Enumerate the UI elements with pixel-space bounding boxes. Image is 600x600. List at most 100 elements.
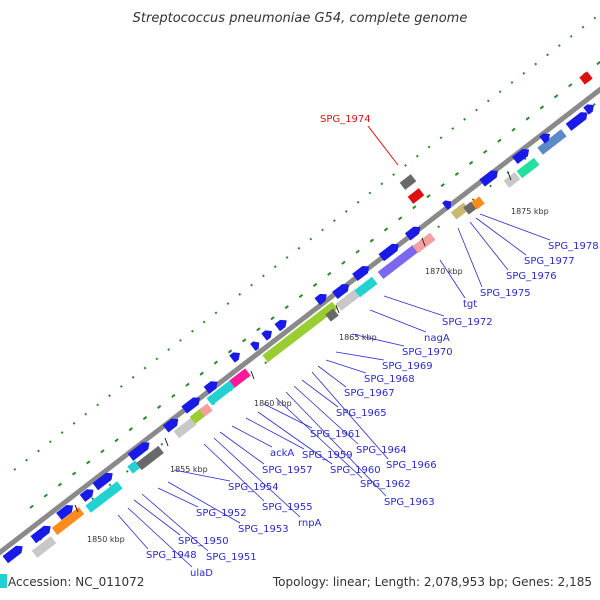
gene-feature[interactable] xyxy=(378,241,402,262)
gene-feature[interactable] xyxy=(442,198,454,211)
gene-shape[interactable] xyxy=(537,129,567,155)
gene-label[interactable]: SPG_1959 xyxy=(302,450,353,461)
gene-shape[interactable] xyxy=(539,130,552,144)
gene-label[interactable]: ackA xyxy=(270,448,294,459)
gene-feature[interactable] xyxy=(404,224,423,241)
gene-shape[interactable] xyxy=(332,281,352,300)
gene-feature[interactable] xyxy=(377,245,419,279)
gene-shape[interactable] xyxy=(512,146,532,165)
gene-feature[interactable] xyxy=(274,317,290,332)
gene-shape[interactable] xyxy=(127,439,153,461)
gene-shape[interactable] xyxy=(51,507,85,535)
gene-label[interactable]: SPG_1963 xyxy=(384,497,435,508)
gene-label[interactable]: SPG_1976 xyxy=(506,271,557,282)
gene-feature[interactable] xyxy=(262,301,338,363)
gene-shape[interactable] xyxy=(92,470,116,491)
gene-feature[interactable] xyxy=(479,167,500,187)
gene-feature[interactable] xyxy=(516,157,540,179)
gene-shape[interactable] xyxy=(173,417,197,439)
gene-label[interactable]: SPG_1955 xyxy=(262,502,313,513)
gene-shape[interactable] xyxy=(199,403,213,417)
gene-shape[interactable] xyxy=(274,317,290,332)
gene-shape[interactable] xyxy=(503,172,521,188)
gene-label[interactable]: SPG_1960 xyxy=(330,465,381,476)
gene-feature[interactable] xyxy=(31,536,57,558)
gene-feature[interactable] xyxy=(503,172,521,188)
gene-feature[interactable] xyxy=(30,523,54,544)
gene-label[interactable]: ulaD xyxy=(190,568,213,579)
gene-feature[interactable] xyxy=(127,439,153,461)
gene-feature[interactable] xyxy=(579,71,593,85)
gene-feature[interactable] xyxy=(261,327,274,341)
gene-shape[interactable] xyxy=(399,174,417,190)
gene-label[interactable]: SPG_1968 xyxy=(364,374,415,385)
gene-label[interactable]: SPG_1953 xyxy=(238,524,289,535)
gene-shape[interactable] xyxy=(407,188,425,204)
gene-label[interactable]: SPG_1950 xyxy=(178,536,229,547)
gene-shape[interactable] xyxy=(229,368,251,388)
gene-label[interactable]: SPG_1970 xyxy=(402,347,453,358)
gene-feature[interactable] xyxy=(173,417,197,439)
gene-feature[interactable] xyxy=(92,470,116,491)
gene-feature[interactable] xyxy=(332,281,352,300)
gene-feature[interactable] xyxy=(583,101,596,115)
gene-shape[interactable] xyxy=(162,416,181,433)
gene-feature[interactable] xyxy=(314,291,330,306)
gene-shape[interactable] xyxy=(579,71,593,85)
gene-feature[interactable] xyxy=(250,339,262,352)
gene-feature[interactable] xyxy=(136,445,164,471)
gene-track[interactable] xyxy=(2,71,597,564)
gene-label[interactable]: SPG_1952 xyxy=(196,508,247,519)
gene-label[interactable]: SPG_1977 xyxy=(524,256,575,267)
gene-label[interactable]: SPG_1969 xyxy=(382,361,433,372)
gene-feature[interactable] xyxy=(407,188,425,204)
gene-shape[interactable] xyxy=(442,198,454,211)
gene-shape[interactable] xyxy=(583,101,596,115)
gene-shape[interactable] xyxy=(479,167,500,187)
gene-label[interactable]: SPG_1965 xyxy=(336,408,387,419)
gene-label[interactable]: nagA xyxy=(424,333,450,344)
gene-feature[interactable] xyxy=(56,502,76,521)
gene-shape[interactable] xyxy=(335,289,361,311)
gene-shape[interactable] xyxy=(325,308,339,322)
gene-feature[interactable] xyxy=(162,416,181,433)
gene-feature[interactable] xyxy=(229,349,242,363)
gene-feature[interactable] xyxy=(206,378,238,406)
gene-shape[interactable] xyxy=(314,291,330,306)
gene-shape[interactable] xyxy=(262,301,338,363)
gene-label[interactable]: SPG_1975 xyxy=(480,288,531,299)
selected-gene-label[interactable]: SPG_1974 xyxy=(320,114,371,125)
gene-label[interactable]: SPG_1967 xyxy=(344,388,395,399)
gene-label[interactable]: SPG_1957 xyxy=(262,465,313,476)
gene-shape[interactable] xyxy=(516,157,540,179)
gene-feature[interactable] xyxy=(537,129,567,155)
gene-label[interactable]: rnpA xyxy=(298,518,322,529)
gene-shape[interactable] xyxy=(2,543,26,564)
gene-label[interactable]: SPG_1954 xyxy=(228,482,279,493)
gene-shape[interactable] xyxy=(378,241,402,262)
gene-label[interactable]: tgt xyxy=(463,299,477,310)
gene-shape[interactable] xyxy=(471,196,485,210)
gene-label[interactable]: SPG_1962 xyxy=(360,479,411,490)
gene-label[interactable]: SPG_1972 xyxy=(442,317,493,328)
gene-shape[interactable] xyxy=(30,523,54,544)
gene-feature[interactable] xyxy=(51,507,85,535)
gene-shape[interactable] xyxy=(250,339,262,352)
gene-shape[interactable] xyxy=(203,378,221,394)
gene-label[interactable]: SPG_1964 xyxy=(356,445,407,456)
gene-label[interactable]: SPG_1951 xyxy=(206,552,257,563)
gene-feature[interactable] xyxy=(335,289,361,311)
gene-shape[interactable] xyxy=(352,263,372,282)
gene-feature[interactable] xyxy=(352,263,372,282)
gene-feature[interactable] xyxy=(85,481,123,513)
gene-shape[interactable] xyxy=(31,536,57,558)
gene-shape[interactable] xyxy=(79,486,97,502)
gene-feature[interactable] xyxy=(512,146,532,165)
gene-feature[interactable] xyxy=(471,196,485,210)
gene-feature[interactable] xyxy=(539,130,552,144)
gene-feature[interactable] xyxy=(325,308,339,322)
gene-shape[interactable] xyxy=(85,481,123,513)
gene-label[interactable]: SPG_1978 xyxy=(548,241,599,252)
gene-shape[interactable] xyxy=(206,378,238,406)
